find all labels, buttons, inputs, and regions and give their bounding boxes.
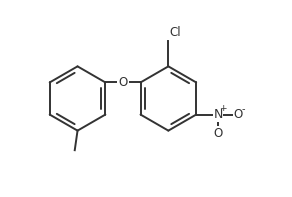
- Text: N: N: [213, 108, 223, 121]
- Text: O: O: [118, 76, 128, 89]
- Text: Cl: Cl: [170, 26, 181, 39]
- Text: +: +: [219, 104, 227, 113]
- Text: O: O: [213, 127, 223, 140]
- Text: O: O: [234, 108, 243, 121]
- Text: -: -: [242, 105, 246, 114]
